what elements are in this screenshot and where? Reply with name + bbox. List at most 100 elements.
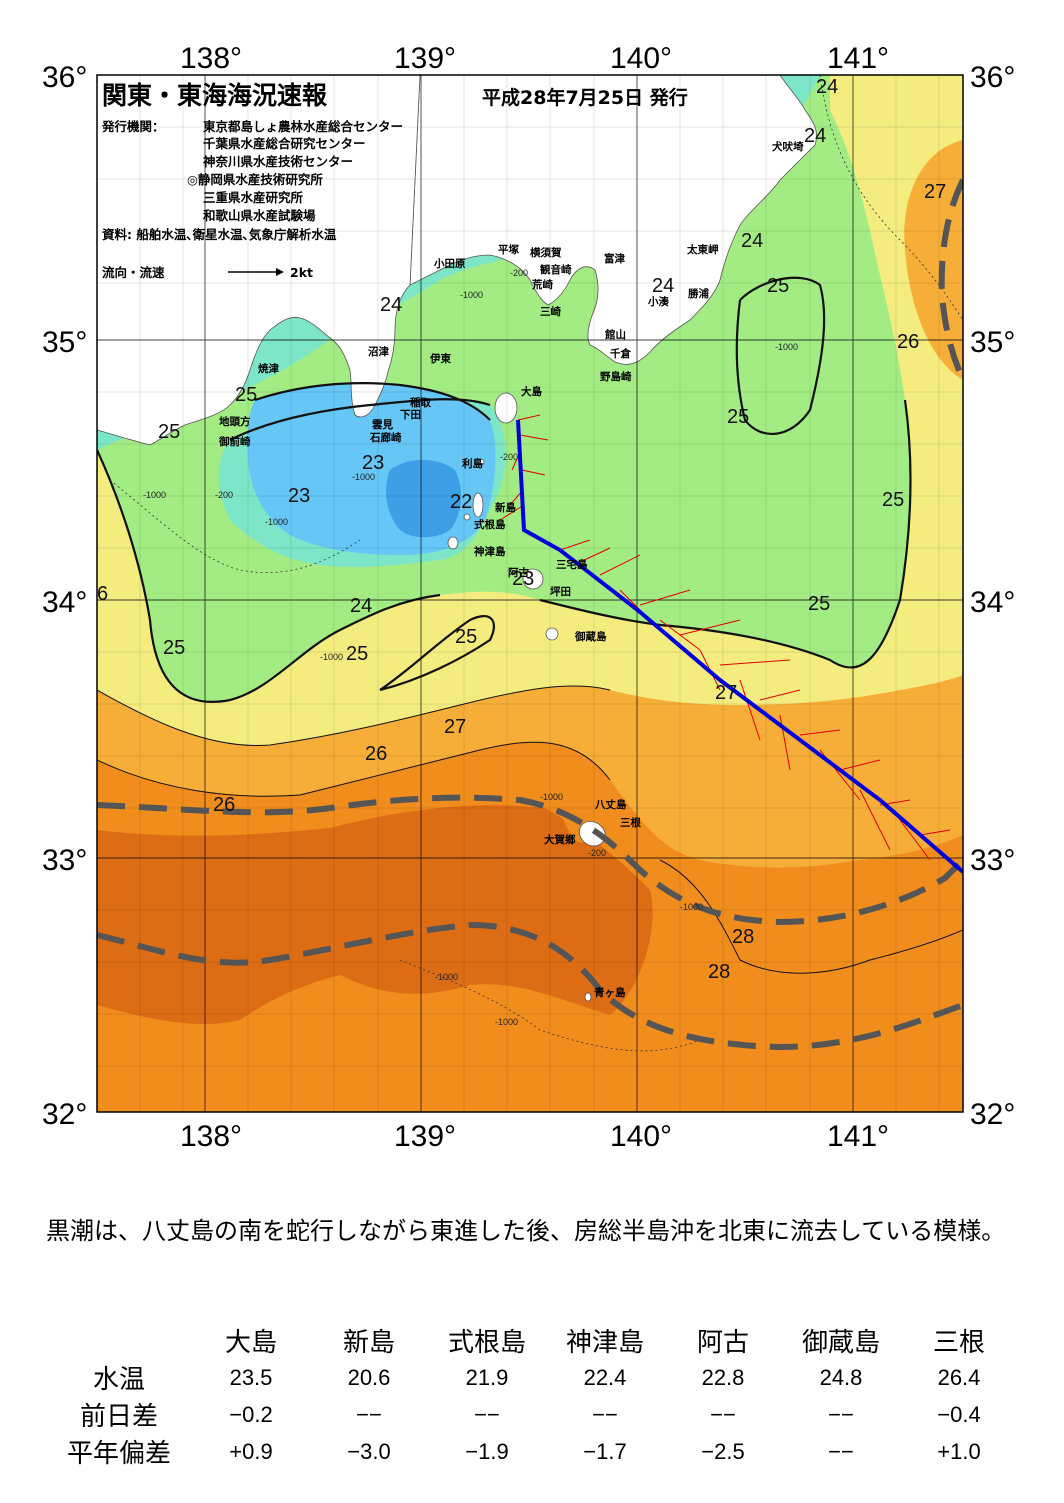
table-cell: −0.4 — [937, 1401, 981, 1427]
table-cell: −1.9 — [465, 1438, 509, 1464]
table-cell: −− — [356, 1401, 382, 1427]
isotherm-23-line — [254, 382, 491, 421]
toshima-island — [477, 458, 485, 466]
lon-labels-bottom: 138° 139° 140° 141° — [180, 1120, 889, 1153]
table-cell: 21.9 — [465, 1364, 509, 1390]
table-cell: +0.9 — [229, 1438, 273, 1464]
place-label: 坪田 — [550, 585, 571, 598]
depth-labels: -200 -1000 -1000 -1000 -200 -1000 -200 -… — [143, 268, 798, 1027]
table-column-header: 三根 — [932, 1328, 985, 1358]
isotherm-label: 24 — [804, 125, 826, 147]
isotherm-label: 28 — [732, 926, 754, 948]
table-column-header: 神津島 — [565, 1328, 644, 1358]
flow-legend-label: 流向・流速 — [102, 265, 165, 280]
lat-label: 33° — [970, 844, 1015, 877]
place-label: 太東岬 — [686, 243, 719, 256]
kuroshio-axis-east — [938, 178, 963, 382]
place-label: 千倉 — [610, 347, 631, 360]
isotherm-25-line-east — [539, 399, 912, 669]
isotherm-label: 26 — [213, 794, 235, 816]
lon-label: 138° — [180, 42, 242, 75]
sea-temperature-map: 138° 139° 140° 141° 138° 139° 140° 141° … — [42, 42, 1015, 1153]
isotherm-label: 25 — [727, 406, 749, 428]
table-column-header: 阿古 — [696, 1328, 749, 1358]
kuroshio-axis-north — [97, 794, 963, 926]
table-row-label: 水温 — [92, 1365, 145, 1395]
depth-label: -1000 — [540, 792, 563, 802]
table-column-header: 新島 — [342, 1328, 395, 1358]
table-cell: −− — [474, 1401, 500, 1427]
place-label: 富津 — [604, 252, 625, 265]
place-label: 焼津 — [258, 362, 279, 375]
lon-label: 141° — [827, 42, 889, 75]
current-vectors-main — [559, 539, 951, 861]
lon-label: 140° — [610, 1120, 672, 1153]
map-area — [97, 75, 963, 1112]
lat-labels-left: 36° 35° 34° 33° 32° — [42, 61, 87, 1131]
depth-label: -1000 — [352, 472, 375, 482]
zone-27-east — [904, 140, 963, 380]
place-label: 御前崎 — [218, 435, 251, 448]
depth-label: -200 — [215, 490, 233, 500]
lat-label: 35° — [42, 326, 87, 359]
depth-label: -1000 — [320, 652, 343, 662]
graticule — [97, 75, 963, 1112]
place-label: 新島 — [495, 501, 516, 514]
depth-200-contour-east — [819, 75, 963, 321]
place-label: 大島 — [521, 385, 542, 398]
place-label: 下田 — [400, 409, 421, 421]
depth-label: -1000 — [435, 972, 458, 982]
lon-labels-top: 138° 139° 140° 141° — [180, 42, 889, 75]
place-label: 横須賀 — [530, 246, 562, 259]
place-label: 石廊崎 — [369, 431, 402, 444]
land — [97, 75, 817, 1002]
place-label: 八丈島 — [594, 798, 627, 811]
table-row-label: 平年偏差 — [66, 1439, 171, 1469]
table-column-header: 大島 — [224, 1328, 277, 1358]
isotherm-label: 23 — [512, 568, 534, 590]
lon-label: 139° — [394, 1120, 456, 1153]
isotherm-label: 25 — [346, 643, 368, 665]
place-labels: 犬吠埼 太東岬 勝浦 小湊 富津 横須賀 観音崎 平塚 小田原 荒崎 三崎 館山… — [218, 140, 804, 999]
lat-label: 36° — [42, 61, 87, 94]
lat-label: 36° — [970, 61, 1015, 94]
depth-contours — [109, 75, 963, 1052]
place-label: 式根島 — [474, 518, 506, 531]
flow-scale-label: 2kt — [290, 265, 313, 280]
place-label: 御蔵島 — [574, 630, 607, 643]
isotherm-label: 25 — [235, 384, 257, 406]
ship-track — [516, 419, 963, 874]
isotherm-label: 24 — [652, 275, 674, 297]
aogashima-island — [584, 992, 592, 1002]
place-label: 三崎 — [540, 305, 561, 318]
place-label: 青ヶ島 — [594, 986, 626, 999]
miyakejima-island — [522, 568, 544, 590]
isotherm-label: 28 — [708, 961, 730, 983]
isotherm-label: 25 — [455, 626, 477, 648]
place-label: 野島崎 — [600, 370, 632, 383]
table-cell: 23.5 — [229, 1364, 273, 1390]
table-header-row: 大島 新島 式根島 神津島 阿古 御蔵島 三根 — [46, 1322, 1018, 1359]
lat-label: 33° — [42, 844, 87, 877]
data-source: 資料: 船舶水温､衛星水温､気象庁解析水温 — [102, 227, 337, 242]
isotherm-label: 26 — [897, 331, 919, 353]
lat-label: 32° — [42, 1098, 87, 1131]
zone-29 — [97, 805, 653, 1025]
table-column-header: 式根島 — [447, 1328, 526, 1358]
place-label: 小湊 — [647, 295, 669, 308]
mikurajima-island — [545, 627, 559, 641]
place-label: 勝浦 — [688, 287, 709, 300]
table-row: 平年偏差 +0.9 −3.0 −1.9 −1.7 −2.5 −− +1.0 — [46, 1433, 1018, 1470]
lon-label: 139° — [394, 42, 456, 75]
lat-label: 35° — [970, 326, 1015, 359]
place-label: 館山 — [604, 328, 626, 341]
table-cell: 24.8 — [819, 1364, 863, 1390]
depth-label: -1000 — [143, 490, 166, 500]
lat-label: 34° — [42, 586, 87, 619]
water-temperature-table: 大島 新島 式根島 神津島 阿古 御蔵島 三根 水温 23.5 20.6 21.… — [46, 1322, 1018, 1470]
kozushima-island — [447, 536, 459, 550]
place-label: 神津島 — [474, 545, 506, 558]
current-vectors-north — [499, 414, 549, 521]
kuroshio-axis — [97, 178, 963, 1051]
isotherm-label: 27 — [924, 181, 946, 203]
